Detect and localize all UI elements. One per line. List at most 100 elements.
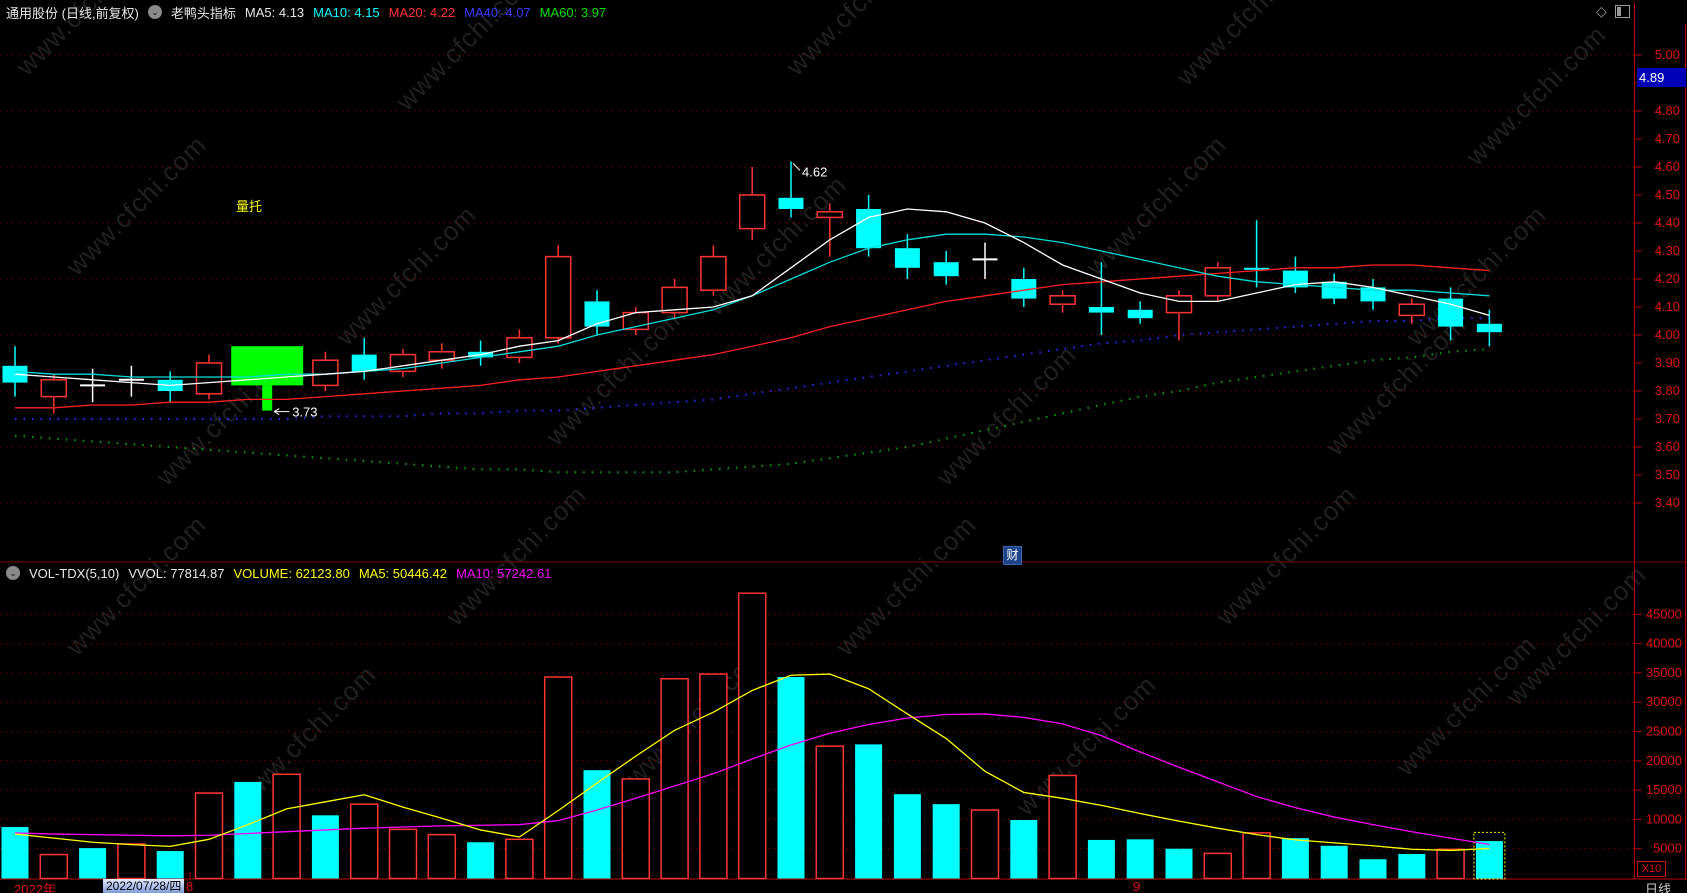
volume-bar-up[interactable] (388, 828, 418, 880)
candle-up[interactable] (1049, 295, 1076, 305)
volume-bar-up[interactable] (737, 592, 767, 880)
volume-bar-up[interactable] (39, 853, 69, 880)
ma10-value: MA10: 4.15 (313, 4, 380, 20)
candle-down[interactable] (1127, 309, 1153, 319)
candle-up[interactable] (1398, 303, 1426, 317)
volume-bar-down[interactable] (1320, 845, 1348, 879)
volume-bar-up[interactable] (970, 809, 1000, 880)
candle-up[interactable] (312, 359, 339, 387)
volume-bar-down[interactable] (855, 744, 883, 879)
volume-scale-badge[interactable]: X10 (1637, 861, 1666, 877)
volume-bar-down[interactable] (1475, 841, 1503, 879)
period-label[interactable]: 日线 (1645, 882, 1672, 893)
volume-bar-up[interactable] (1436, 848, 1465, 880)
volume-bar-down[interactable] (893, 794, 921, 879)
volume-axis-label: 20000 (1646, 753, 1682, 768)
month-8-label: 8 (186, 879, 194, 893)
candle-down[interactable] (1282, 270, 1308, 288)
price-axis-label: 4.50 (1655, 187, 1680, 202)
volume-axis-label: 10000 (1646, 811, 1682, 826)
volume-bar-down[interactable] (1281, 838, 1309, 879)
candle-down[interactable] (1360, 287, 1386, 302)
volume-axis-label: 30000 (1646, 694, 1682, 709)
candle-down[interactable] (2, 365, 28, 383)
volume-value: VOLUME: 62123.80 (233, 565, 350, 581)
candle-up[interactable] (661, 286, 688, 314)
volume-bar-down[interactable] (1087, 839, 1115, 879)
volume-bar-down[interactable] (1126, 839, 1154, 879)
diamond-icon[interactable]: ◇ (1596, 3, 1607, 19)
indicator-dropdown-icon[interactable]: ⌄ (147, 5, 162, 19)
selected-date-box[interactable]: 2022/07/28/四 (103, 879, 185, 893)
candle-up[interactable] (1165, 295, 1193, 314)
volume-bar-down[interactable] (311, 815, 339, 879)
vol-indicator-name[interactable]: VOL-TDX(5,10) (29, 565, 120, 581)
volume-bar-down[interactable] (1359, 859, 1387, 879)
price-axis (1634, 54, 1642, 504)
candle-down[interactable] (1476, 323, 1502, 333)
price-axis-label: 4.30 (1655, 243, 1680, 258)
candle-up[interactable] (40, 379, 68, 398)
layout-panel-icon[interactable] (1614, 4, 1630, 18)
ma60-value: MA60: 3.97 (539, 4, 607, 20)
ma5-value: MA5: 4.13 (244, 4, 305, 20)
indicator-name[interactable]: 老鸭头指标 (170, 5, 236, 21)
candle-up[interactable] (1204, 267, 1232, 297)
candle-up[interactable] (738, 194, 766, 230)
month-9-label: 9 (1133, 879, 1141, 893)
volume-bar-up[interactable] (815, 745, 845, 880)
volume-axis-label: 25000 (1646, 724, 1682, 739)
candle-down[interactable] (1438, 298, 1464, 327)
volume-bar-up[interactable] (1242, 832, 1271, 880)
volume-bar-up[interactable] (427, 833, 457, 880)
vvol-value: VVOL: 77814.87 (128, 565, 225, 581)
volume-bar-down[interactable] (932, 804, 960, 879)
volume-bar-up[interactable] (621, 778, 651, 880)
candle-down[interactable] (1321, 281, 1347, 299)
high-arrow (792, 163, 801, 171)
candle-down[interactable] (584, 301, 610, 327)
volume-bar-down[interactable] (1165, 848, 1193, 879)
volume-bar-down[interactable] (234, 781, 262, 879)
volume-bar-down[interactable] (777, 677, 805, 879)
candle-up[interactable] (700, 255, 727, 291)
cai-marker-badge[interactable]: 财 (1003, 546, 1022, 565)
candle-down[interactable] (778, 197, 804, 209)
volume-axis-label: 15000 (1646, 782, 1682, 797)
volume-bar-down[interactable] (467, 842, 495, 879)
volume-bar-up[interactable] (272, 773, 301, 880)
volume-bar-up[interactable] (660, 678, 689, 880)
price-axis-label: 3.60 (1655, 439, 1680, 454)
volume-bar-down[interactable] (1398, 853, 1426, 879)
volume-bar-down[interactable] (583, 770, 611, 879)
candle-down[interactable] (933, 262, 959, 277)
candle-up[interactable] (195, 362, 223, 395)
candle-down[interactable] (1244, 267, 1270, 270)
candle-down[interactable] (1088, 307, 1114, 313)
price-axis-label: 4.70 (1655, 131, 1680, 146)
price-axis-label: 3.80 (1655, 383, 1680, 398)
signal-candle-green[interactable] (231, 346, 304, 386)
candle-down[interactable] (1011, 279, 1037, 299)
price-ma-lines (14, 208, 1490, 409)
low-arrow (273, 411, 280, 416)
high-annotation: 4.62 (802, 164, 827, 179)
title-bar: 通用股份 (日线,前复权) ⌄ 老鸭头指标 MA5: 4.13 MA10: 4.… (6, 0, 606, 24)
volume-bar-up[interactable] (505, 838, 534, 880)
volume-bar-up[interactable] (543, 676, 573, 880)
volume-bar-up[interactable] (1048, 774, 1077, 880)
vol-dropdown-icon[interactable]: ⌄ (6, 566, 20, 580)
price-axis-label: 4.40 (1655, 215, 1680, 230)
candle-up[interactable] (544, 255, 572, 339)
candle-down[interactable] (351, 354, 377, 372)
volume-bar-up[interactable] (117, 843, 146, 880)
candle-down[interactable] (894, 248, 920, 268)
volume-bar-up[interactable] (1203, 852, 1233, 880)
volume-bar-up[interactable] (349, 803, 379, 880)
candle-up[interactable] (816, 211, 844, 219)
volume-bar-down[interactable] (1010, 819, 1038, 879)
volume-bar-down[interactable] (156, 851, 184, 879)
volume-bar-down[interactable] (79, 848, 107, 879)
